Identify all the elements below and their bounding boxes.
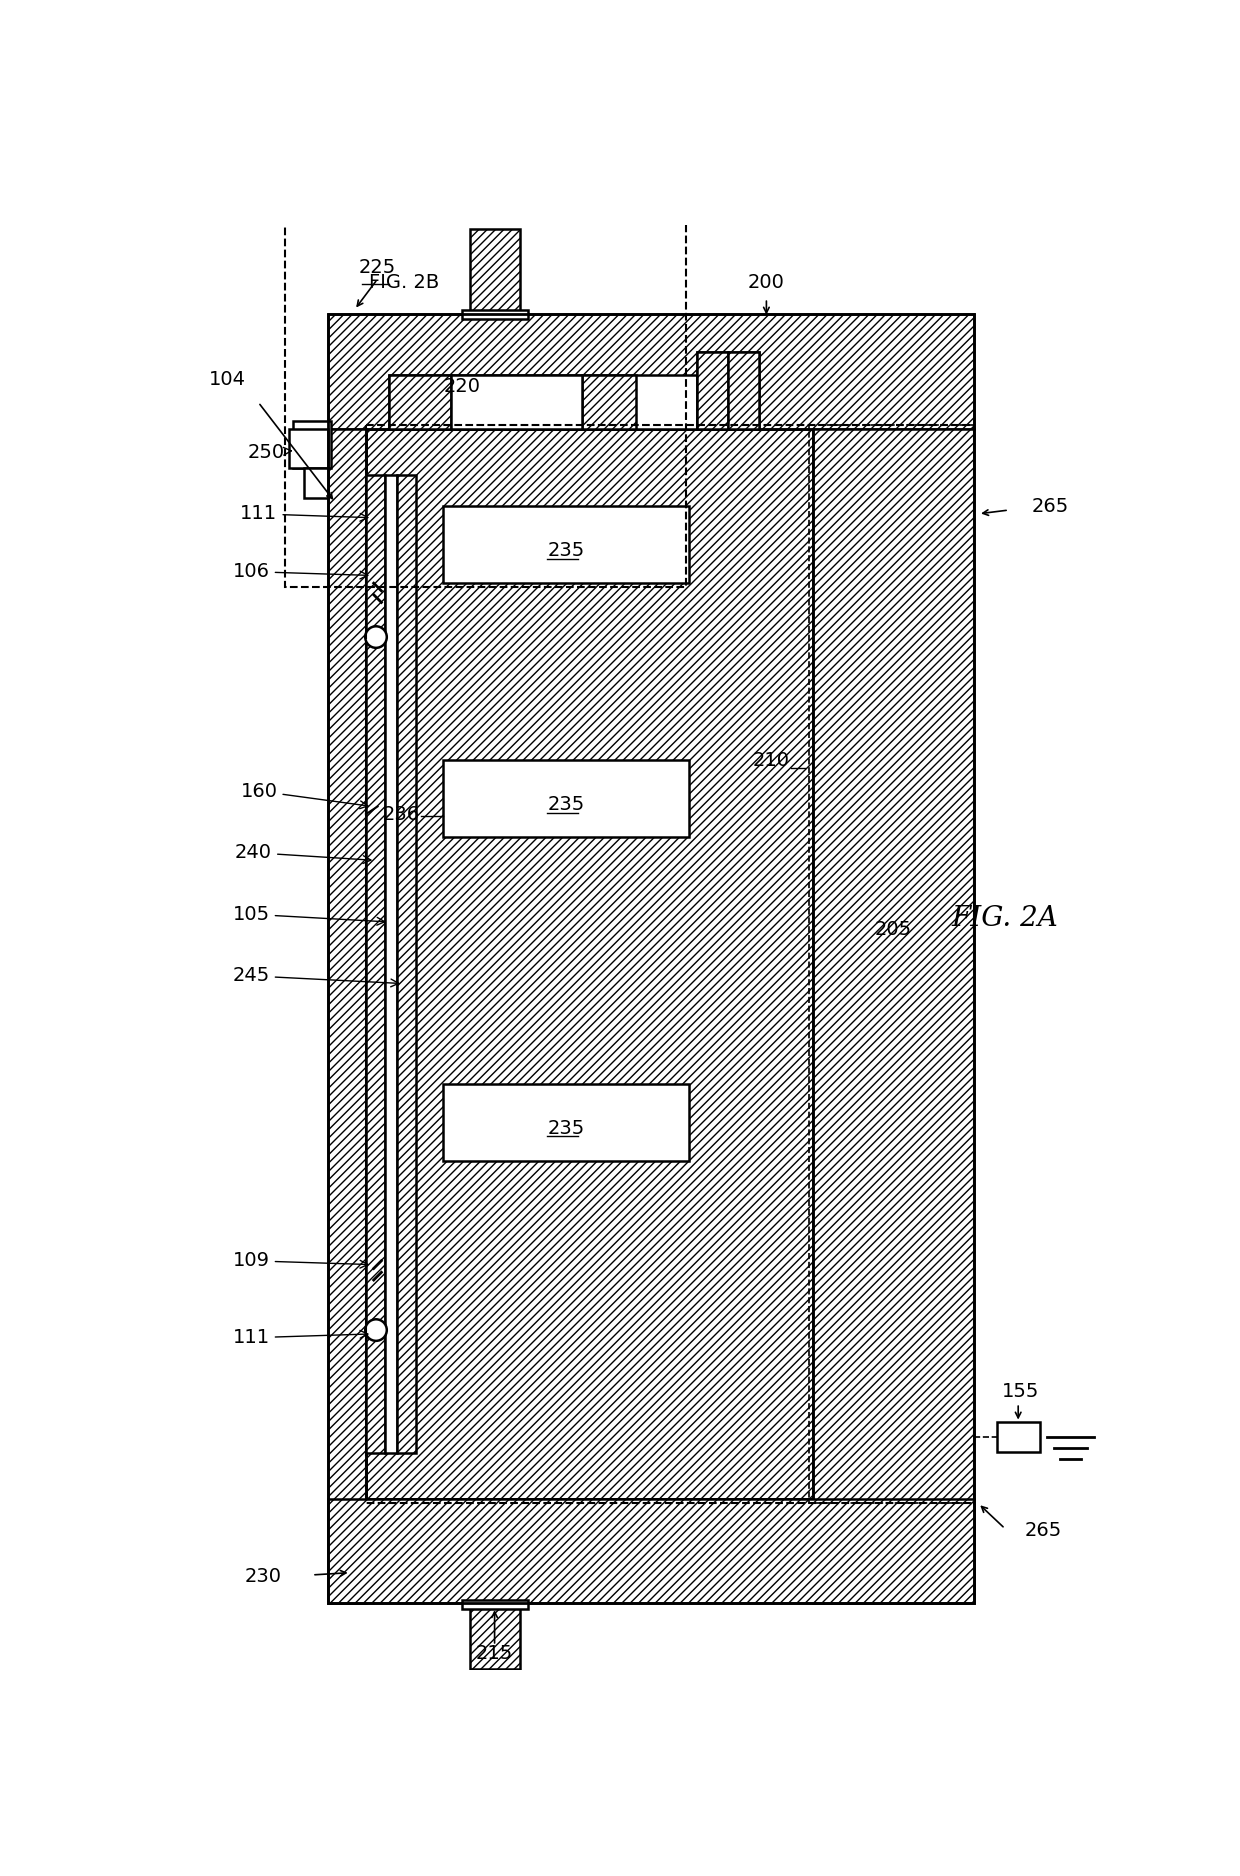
Bar xyxy=(389,375,450,430)
Text: 235: 235 xyxy=(548,795,585,814)
Text: 205: 205 xyxy=(875,919,911,940)
Bar xyxy=(327,313,975,430)
Bar xyxy=(470,229,520,317)
Text: 220: 220 xyxy=(444,377,481,396)
Text: 215: 215 xyxy=(476,1643,513,1662)
Text: FIG. 2A: FIG. 2A xyxy=(952,904,1059,932)
Bar xyxy=(386,475,397,1454)
Bar xyxy=(463,310,528,319)
Bar xyxy=(285,218,686,587)
Text: 210: 210 xyxy=(753,750,790,769)
Text: 155: 155 xyxy=(1002,1383,1039,1401)
Text: 235: 235 xyxy=(548,542,585,561)
Text: 111: 111 xyxy=(241,505,368,523)
Bar xyxy=(728,353,759,430)
Text: 105: 105 xyxy=(233,904,384,925)
Bar xyxy=(812,430,975,1604)
Bar xyxy=(443,760,689,837)
Bar xyxy=(366,475,386,1454)
Bar xyxy=(450,375,582,430)
Text: 160: 160 xyxy=(241,782,368,809)
Bar xyxy=(327,1499,975,1604)
Bar xyxy=(808,426,975,1503)
Bar xyxy=(697,353,728,430)
Text: 240: 240 xyxy=(236,842,371,863)
Text: 200: 200 xyxy=(748,274,785,293)
Bar xyxy=(463,1600,528,1610)
Text: 265: 265 xyxy=(1032,497,1069,516)
Text: 111: 111 xyxy=(233,1328,368,1347)
Bar xyxy=(397,475,417,1454)
Text: 106: 106 xyxy=(233,563,368,582)
Text: 265: 265 xyxy=(1024,1521,1061,1540)
Bar xyxy=(327,430,366,1604)
Bar xyxy=(582,375,635,430)
Bar xyxy=(289,430,327,467)
Text: 225: 225 xyxy=(358,259,396,278)
Bar xyxy=(293,422,331,467)
Text: 245: 245 xyxy=(232,966,398,987)
Text: FIG. 2B: FIG. 2B xyxy=(370,274,440,293)
Bar xyxy=(997,1422,1040,1452)
Bar xyxy=(304,467,327,499)
Bar xyxy=(366,426,975,1503)
Bar xyxy=(366,430,812,1499)
Text: 235: 235 xyxy=(548,1118,585,1139)
Bar xyxy=(697,353,759,430)
Bar xyxy=(366,430,812,1499)
Text: 236: 236 xyxy=(383,805,420,824)
Bar xyxy=(366,430,812,1499)
Bar xyxy=(443,1084,689,1161)
Bar xyxy=(443,507,689,583)
Bar xyxy=(389,375,697,430)
Circle shape xyxy=(366,1319,387,1341)
Text: 250: 250 xyxy=(248,443,291,461)
Text: 109: 109 xyxy=(233,1251,368,1270)
Text: 230: 230 xyxy=(244,1566,281,1585)
Bar xyxy=(470,1604,520,1670)
Circle shape xyxy=(366,627,387,647)
Text: 104: 104 xyxy=(208,370,246,388)
Bar xyxy=(327,313,975,1604)
